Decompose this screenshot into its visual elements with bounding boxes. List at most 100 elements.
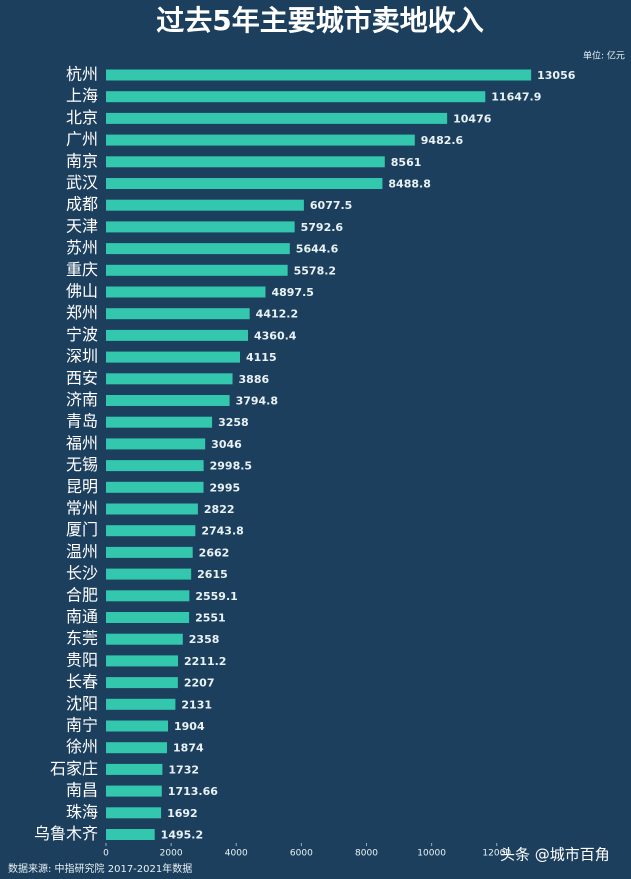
y-tick-label: 深圳 [66,347,98,366]
y-tick-label: 福州 [66,433,98,452]
bar [106,286,266,298]
bar [106,698,176,710]
bar [106,720,168,732]
value-label: 5644.6 [296,243,339,256]
bar [106,91,486,103]
value-label: 11647.9 [491,91,541,104]
x-tick-label: 4000 [225,849,248,859]
watermark: 头条 @城市百角 [500,846,610,864]
bar [106,351,240,363]
bar [106,134,415,146]
y-tick-label: 北京 [66,108,98,127]
y-tick-label: 厦门 [66,520,98,539]
y-tick-label: 天津 [66,216,98,235]
x-tick-label: 8000 [355,849,378,859]
value-label: 1904 [174,720,205,733]
bar [106,308,250,320]
bar [106,677,178,689]
bar [106,612,190,623]
bar [106,395,230,406]
value-label: 13056 [537,69,576,82]
bar [106,373,233,385]
y-tick-label: 武汉 [66,173,98,192]
bar [106,807,162,819]
bar [106,416,213,428]
value-label: 9482.6 [421,134,464,147]
y-tick-label: 上海 [66,86,98,105]
y-tick-label: 南宁 [66,716,98,735]
y-tick-label: 常州 [66,499,98,518]
bar [106,503,198,515]
y-tick-label: 温州 [66,542,98,561]
value-label: 3046 [211,438,242,451]
bar [106,481,204,493]
bar [106,69,532,81]
bar [106,590,190,602]
x-tick-label: 0 [103,849,109,859]
value-label: 2551 [195,612,226,625]
value-label: 3794.8 [236,395,278,408]
value-label: 1495.2 [161,829,203,842]
bar [106,199,304,211]
value-label: 2998.5 [210,460,252,473]
chart-title: 过去5年主要城市卖地收入 [156,4,483,37]
y-tick-label: 南昌 [66,781,98,800]
bar [106,525,196,537]
value-label: 1874 [173,742,204,755]
y-tick-label: 长春 [66,672,98,691]
bar [106,221,295,233]
value-label: 2995 [210,481,241,494]
bar [106,156,385,168]
source: 数据来源: 中指研究院 2017-2021年数据 [8,862,192,875]
value-label: 2358 [189,633,220,646]
bar [106,264,288,276]
y-tick-label: 重庆 [66,260,98,279]
y-tick-label: 合肥 [66,585,98,604]
bar [106,829,155,840]
bar [106,112,448,124]
y-tick-label: 石家庄 [50,759,98,778]
y-tick-label: 南京 [66,151,98,170]
value-label: 8488.8 [388,178,430,191]
x-tick-label: 12000 [482,849,511,859]
value-label: 6077.5 [310,199,352,212]
y-tick-label: 青岛 [66,412,98,431]
bar [106,546,193,558]
bar [106,178,383,189]
y-tick-label: 南通 [66,607,98,626]
value-label: 2131 [181,698,212,711]
y-tick-label: 无锡 [66,455,98,474]
value-label: 3258 [218,416,249,429]
bar [106,655,179,667]
y-tick-label: 沈阳 [66,694,98,713]
unit-label: 单位: 亿元 [583,50,625,62]
bar [106,633,183,645]
value-label: 2822 [204,503,235,516]
value-label: 10476 [453,112,492,125]
y-tick-label: 西安 [66,368,98,387]
y-tick-label: 宁波 [66,325,98,344]
value-label: 2559.1 [195,590,237,603]
y-tick-label: 成都 [66,195,98,214]
value-label: 3886 [239,373,270,386]
value-label: 1713.66 [168,785,218,798]
bar [106,742,168,754]
value-label: 4412.2 [256,308,298,321]
y-tick-label: 郑州 [66,303,98,322]
y-tick-label: 东莞 [66,629,98,648]
value-label: 5578.2 [294,264,336,277]
value-label: 2211.2 [184,655,226,668]
x-tick-label: 2000 [160,849,183,859]
y-tick-label: 长沙 [66,564,98,583]
bar [106,763,163,775]
y-tick-label: 乌鲁木齐 [34,824,98,843]
x-tick-label: 10000 [417,849,446,859]
value-label: 2743.8 [201,525,243,538]
value-label: 8561 [391,156,422,169]
y-tick-label: 杭州 [66,65,98,84]
bar [106,329,248,341]
x-tick-label: 6000 [290,849,313,859]
value-label: 5792.6 [301,221,344,234]
